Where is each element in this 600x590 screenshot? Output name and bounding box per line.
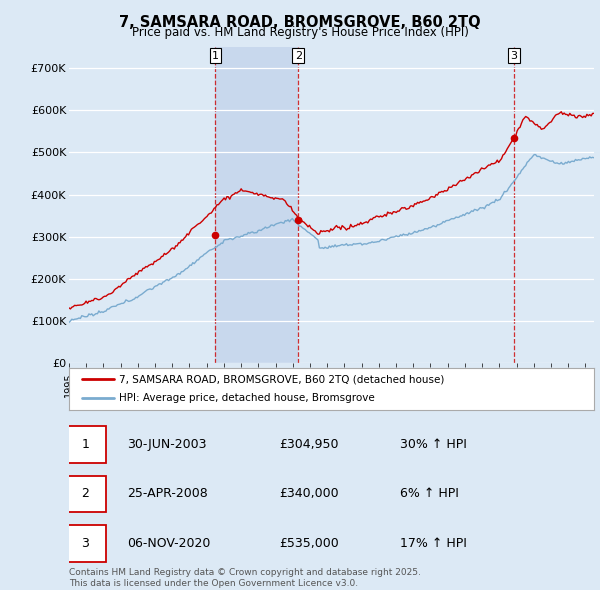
Text: 1: 1 [212, 51, 219, 61]
Text: 30% ↑ HPI: 30% ↑ HPI [400, 438, 467, 451]
Text: 2: 2 [295, 51, 302, 61]
Text: 7, SAMSARA ROAD, BROMSGROVE, B60 2TQ: 7, SAMSARA ROAD, BROMSGROVE, B60 2TQ [119, 15, 481, 30]
Text: 2: 2 [82, 487, 89, 500]
Text: £340,000: £340,000 [279, 487, 338, 500]
Text: 06-NOV-2020: 06-NOV-2020 [127, 537, 210, 550]
Text: 17% ↑ HPI: 17% ↑ HPI [400, 537, 467, 550]
FancyBboxPatch shape [65, 525, 106, 562]
Bar [215, 47, 298, 363]
Text: 3: 3 [511, 51, 517, 61]
Text: 6% ↑ HPI: 6% ↑ HPI [400, 487, 458, 500]
Text: Contains HM Land Registry data © Crown copyright and database right 2025.
This d: Contains HM Land Registry data © Crown c… [69, 568, 421, 588]
Text: 7, SAMSARA ROAD, BROMSGROVE, B60 2TQ (detached house): 7, SAMSARA ROAD, BROMSGROVE, B60 2TQ (de… [119, 375, 444, 385]
Text: 25-APR-2008: 25-APR-2008 [127, 487, 208, 500]
FancyBboxPatch shape [65, 476, 106, 512]
Text: 3: 3 [82, 537, 89, 550]
Text: HPI: Average price, detached house, Bromsgrove: HPI: Average price, detached house, Brom… [119, 393, 374, 403]
FancyBboxPatch shape [65, 426, 106, 463]
Text: £304,950: £304,950 [279, 438, 338, 451]
Text: £535,000: £535,000 [279, 537, 339, 550]
Text: 1: 1 [82, 438, 89, 451]
Text: Price paid vs. HM Land Registry's House Price Index (HPI): Price paid vs. HM Land Registry's House … [131, 26, 469, 39]
Text: 30-JUN-2003: 30-JUN-2003 [127, 438, 206, 451]
